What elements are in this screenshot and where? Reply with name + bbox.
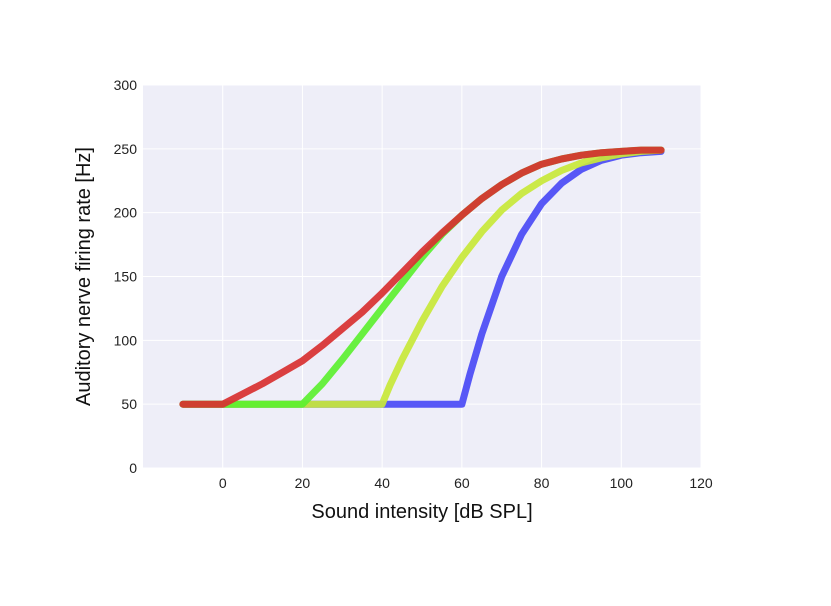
- y-tick-label: 150: [114, 269, 138, 285]
- x-tick-label: 80: [534, 475, 550, 491]
- y-tick-label: 100: [114, 332, 138, 348]
- x-tick-label: 60: [454, 475, 470, 491]
- y-tick-label: 200: [114, 205, 138, 221]
- x-tick-label: 120: [689, 475, 713, 491]
- series-line-2: [179, 146, 665, 408]
- x-axis-label: Sound intensity [dB SPL]: [311, 501, 532, 523]
- y-tick-label: 250: [114, 141, 138, 157]
- y-axis-label: Auditory nerve firing rate [Hz]: [73, 147, 95, 406]
- y-tick-label: 50: [121, 396, 137, 412]
- x-tick-label: 100: [610, 475, 634, 491]
- series-line-4: [179, 146, 665, 408]
- y-tick-label: 0: [129, 460, 137, 476]
- x-tick-label: 0: [219, 475, 227, 491]
- y-tick-label: 300: [114, 77, 138, 93]
- x-tick-label: 20: [295, 475, 311, 491]
- y-axis-ticks: 0 50 100 150 200 250 300: [114, 77, 138, 476]
- x-tick-label: 40: [374, 475, 390, 491]
- series-layer: [179, 146, 665, 408]
- x-axis-ticks: 0 20 40 60 80 100 120: [219, 475, 713, 491]
